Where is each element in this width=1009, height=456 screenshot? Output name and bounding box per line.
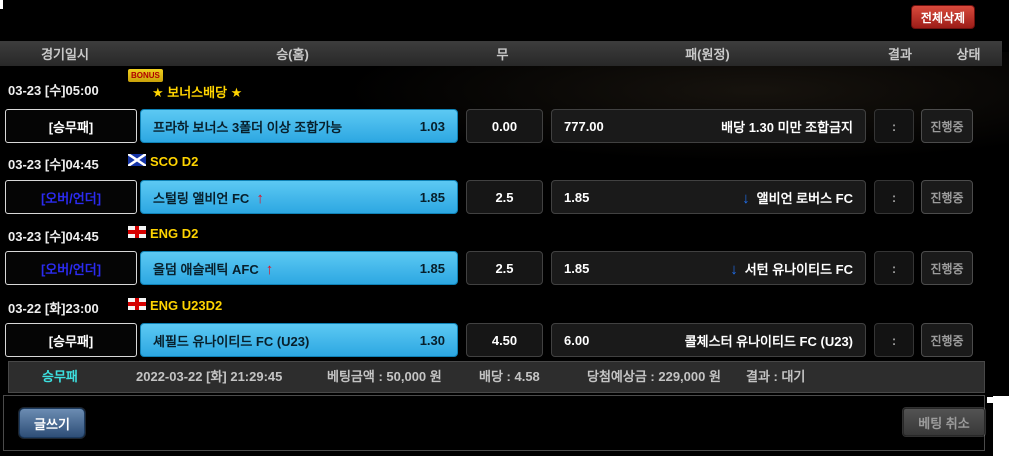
down-arrow-icon: ↓ — [742, 189, 750, 207]
column-header-away-win: 패(원정) — [685, 47, 730, 62]
match-datetime: 03-23 [수]05:00 — [8, 83, 99, 98]
home-team-name: 셰필드 유나이티드 FC (U23) — [153, 333, 310, 349]
away-odds-value: 6.00 — [564, 332, 590, 348]
league-label: ENG U23D2 — [150, 298, 223, 313]
write-post-button[interactable]: 글쓰기 — [19, 408, 85, 438]
league-label: SCO D2 — [150, 154, 199, 169]
match-datetime: 03-23 [수]04:45 — [8, 157, 99, 172]
match-datetime: 03-23 [수]04:45 — [8, 229, 99, 244]
england-flag-icon — [128, 298, 146, 310]
away-team-name: 콜체스터 유나이티드 FC (U23) — [684, 333, 853, 349]
match-datetime: 03-22 [화]23:00 — [8, 301, 99, 316]
draw-odds-cell[interactable]: 0.00 — [466, 109, 543, 143]
status-badge: 진행중 — [921, 323, 973, 357]
away-odds-cell[interactable]: 1.85 ↓ 앨비언 로버스 FC — [551, 180, 866, 214]
draw-odds-cell[interactable]: 4.50 — [466, 323, 543, 357]
home-odds-value: 1.85 — [419, 189, 445, 205]
column-header-home-win: 승(홈) — [276, 47, 309, 62]
summary-total-odds: 배당 : 4.58 — [479, 369, 540, 384]
summary-result: 결과 : 대기 — [746, 369, 806, 384]
match-header: 03-22 [화]23:00 ENG U23D2 — [0, 290, 1002, 320]
bet-summary-bar: 승무패 2022-03-22 [화] 21:29:45 베팅금액 : 50,00… — [8, 361, 985, 393]
bonus-badge-icon: BONUS — [128, 69, 163, 82]
home-odds-value: 1.30 — [419, 332, 445, 348]
page-background-sliver — [0, 0, 3, 9]
down-arrow-icon: ↓ — [730, 260, 738, 278]
away-odds-cell[interactable]: 6.00 콜체스터 유나이티드 FC (U23) — [551, 323, 866, 357]
home-odds-cell[interactable]: 셰필드 유나이티드 FC (U23) 1.30 — [140, 323, 458, 357]
status-badge: 진행중 — [921, 251, 973, 285]
market-type-label: [오버/언더] — [5, 251, 137, 285]
home-team-name: 올덤 애슬레틱 AFC ↑ — [153, 260, 274, 278]
table-header: 경기일시 승(홈) 무 패(원정) 결과 상태 — [0, 41, 1002, 66]
summary-bet-amount: 베팅금액 : 50,000 원 — [327, 369, 442, 384]
footer-actions: 글쓰기 베팅 취소 — [3, 395, 985, 451]
status-badge: 진행중 — [921, 180, 973, 214]
status-badge: 진행중 — [921, 109, 973, 143]
summary-expected-winnings: 당첨예상금 : 229,000 원 — [587, 369, 721, 384]
result-cell: : — [874, 251, 914, 285]
bet-row: [승무패] 셰필드 유나이티드 FC (U23) 1.30 4.50 6.00 … — [0, 323, 1002, 357]
bet-row: [오버/언더] 올덤 애슬레틱 AFC ↑ 1.85 2.5 1.85 ↓ 서턴 유… — [0, 251, 1002, 285]
stadium-background — [340, 52, 1009, 162]
away-team-name: ↓ 서턴 유나이티드 FC — [730, 260, 853, 278]
away-odds-value: 777.00 — [564, 118, 604, 134]
home-team-name: 프라하 보너스 3폴더 이상 조합가능 — [153, 119, 343, 135]
bet-row: [승무패] 프라하 보너스 3폴더 이상 조합가능 1.03 0.00 777.… — [0, 109, 1002, 143]
home-odds-cell[interactable]: 올덤 애슬레틱 AFC ↑ 1.85 — [140, 251, 458, 285]
home-odds-value: 1.03 — [419, 118, 445, 134]
draw-odds-cell[interactable]: 2.5 — [466, 180, 543, 214]
draw-odds-cell[interactable]: 2.5 — [466, 251, 543, 285]
home-odds-cell[interactable]: 스털링 앨비언 FC ↑ 1.85 — [140, 180, 458, 214]
market-type-label: [승무패] — [5, 323, 137, 357]
column-header-draw: 무 — [496, 47, 509, 62]
result-cell: : — [874, 323, 914, 357]
up-arrow-icon: ↑ — [265, 260, 274, 278]
result-cell: : — [874, 180, 914, 214]
match-header: 03-23 [수]04:45 ENG D2 — [0, 218, 1002, 248]
away-odds-cell[interactable]: 1.85 ↓ 서턴 유나이티드 FC — [551, 251, 866, 285]
bet-row: [오버/언더] 스털링 앨비언 FC ↑ 1.85 2.5 1.85 ↓ 앨비언 로… — [0, 180, 1002, 214]
home-odds-value: 1.85 — [419, 260, 445, 276]
summary-bet-type: 승무패 — [42, 369, 78, 384]
away-odds-value: 1.85 — [564, 189, 590, 205]
home-team-name: 스털링 앨비언 FC ↑ — [153, 189, 264, 207]
match-header: 03-23 [수]04:45 SCO D2 — [0, 146, 1002, 176]
market-type-label: [오버/언더] — [5, 180, 137, 214]
away-team-name: 배당 1.30 미만 조합금지 — [721, 119, 853, 135]
away-team-name: ↓ 앨비언 로버스 FC — [742, 189, 853, 207]
column-header-result: 결과 — [888, 47, 912, 62]
match-header: 03-23 [수]05:00 BONUS ★ 보너스배당 ★ — [0, 69, 1002, 102]
column-header-status: 상태 — [956, 47, 981, 62]
summary-datetime: 2022-03-22 [화] 21:29:45 — [136, 369, 283, 384]
market-type-label: [승무패] — [5, 109, 137, 143]
result-cell: : — [874, 109, 914, 143]
column-header-datetime: 경기일시 — [41, 47, 89, 62]
home-odds-cell[interactable]: 프라하 보너스 3폴더 이상 조합가능 1.03 — [140, 109, 458, 143]
cancel-bet-button[interactable]: 베팅 취소 — [903, 408, 985, 436]
england-flag-icon — [128, 226, 146, 238]
away-odds-cell[interactable]: 777.00 배당 1.30 미만 조합금지 — [551, 109, 866, 143]
delete-all-button[interactable]: 전체삭제 — [911, 5, 975, 29]
scotland-flag-icon — [128, 154, 146, 166]
away-odds-value: 1.85 — [564, 260, 590, 276]
page-background-corner — [993, 396, 1009, 456]
league-label: ENG D2 — [150, 226, 199, 241]
up-arrow-icon: ↑ — [256, 189, 264, 207]
league-label: ★ 보너스배당 ★ — [152, 85, 243, 100]
